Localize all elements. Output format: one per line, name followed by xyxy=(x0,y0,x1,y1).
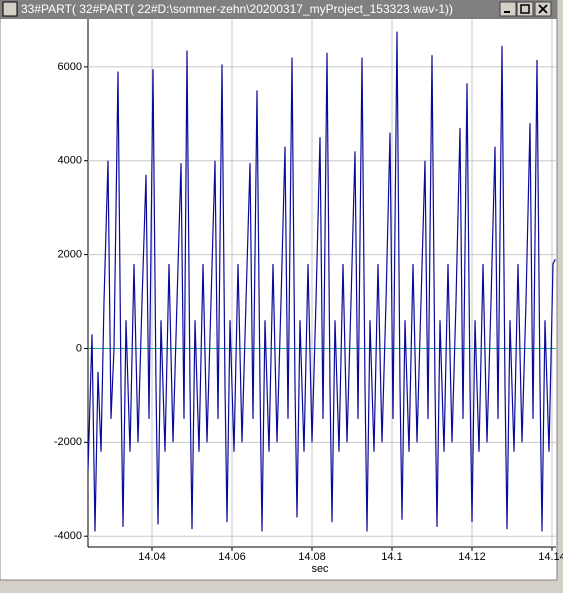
window-title: 33#PART( 32#PART( 22#D:\sommer-zehn\2020… xyxy=(21,2,453,16)
close-icon xyxy=(538,4,548,14)
x-tick-label: 14.04 xyxy=(138,551,166,563)
window-frame xyxy=(0,0,558,581)
x-axis-label: sec xyxy=(311,563,329,575)
x-tick-label: 14.14 xyxy=(538,551,563,563)
maximize-button[interactable] xyxy=(516,1,534,17)
x-tick-label: 14.06 xyxy=(218,551,246,563)
x-tick-label: 14.08 xyxy=(298,551,326,563)
y-tick-label: 4000 xyxy=(58,155,82,167)
waveform-line xyxy=(87,31,556,532)
y-tick-label: -4000 xyxy=(54,530,82,542)
y-tick-label: 0 xyxy=(76,342,82,354)
minimize-button[interactable] xyxy=(499,1,517,17)
maximize-icon xyxy=(520,4,530,14)
y-tick-label: 6000 xyxy=(58,61,82,73)
plot-area: 6000 4000 2000 0 -2000 -4000 14.04 14.06 14.08 14… xyxy=(54,19,563,563)
y-tick-label: 2000 xyxy=(58,249,82,261)
x-tick-label: 14.12 xyxy=(458,551,486,563)
app-icon xyxy=(2,1,18,17)
y-tick-label: -2000 xyxy=(54,436,82,448)
title-bar xyxy=(0,0,557,19)
x-tick-label: 14.1 xyxy=(381,551,402,563)
